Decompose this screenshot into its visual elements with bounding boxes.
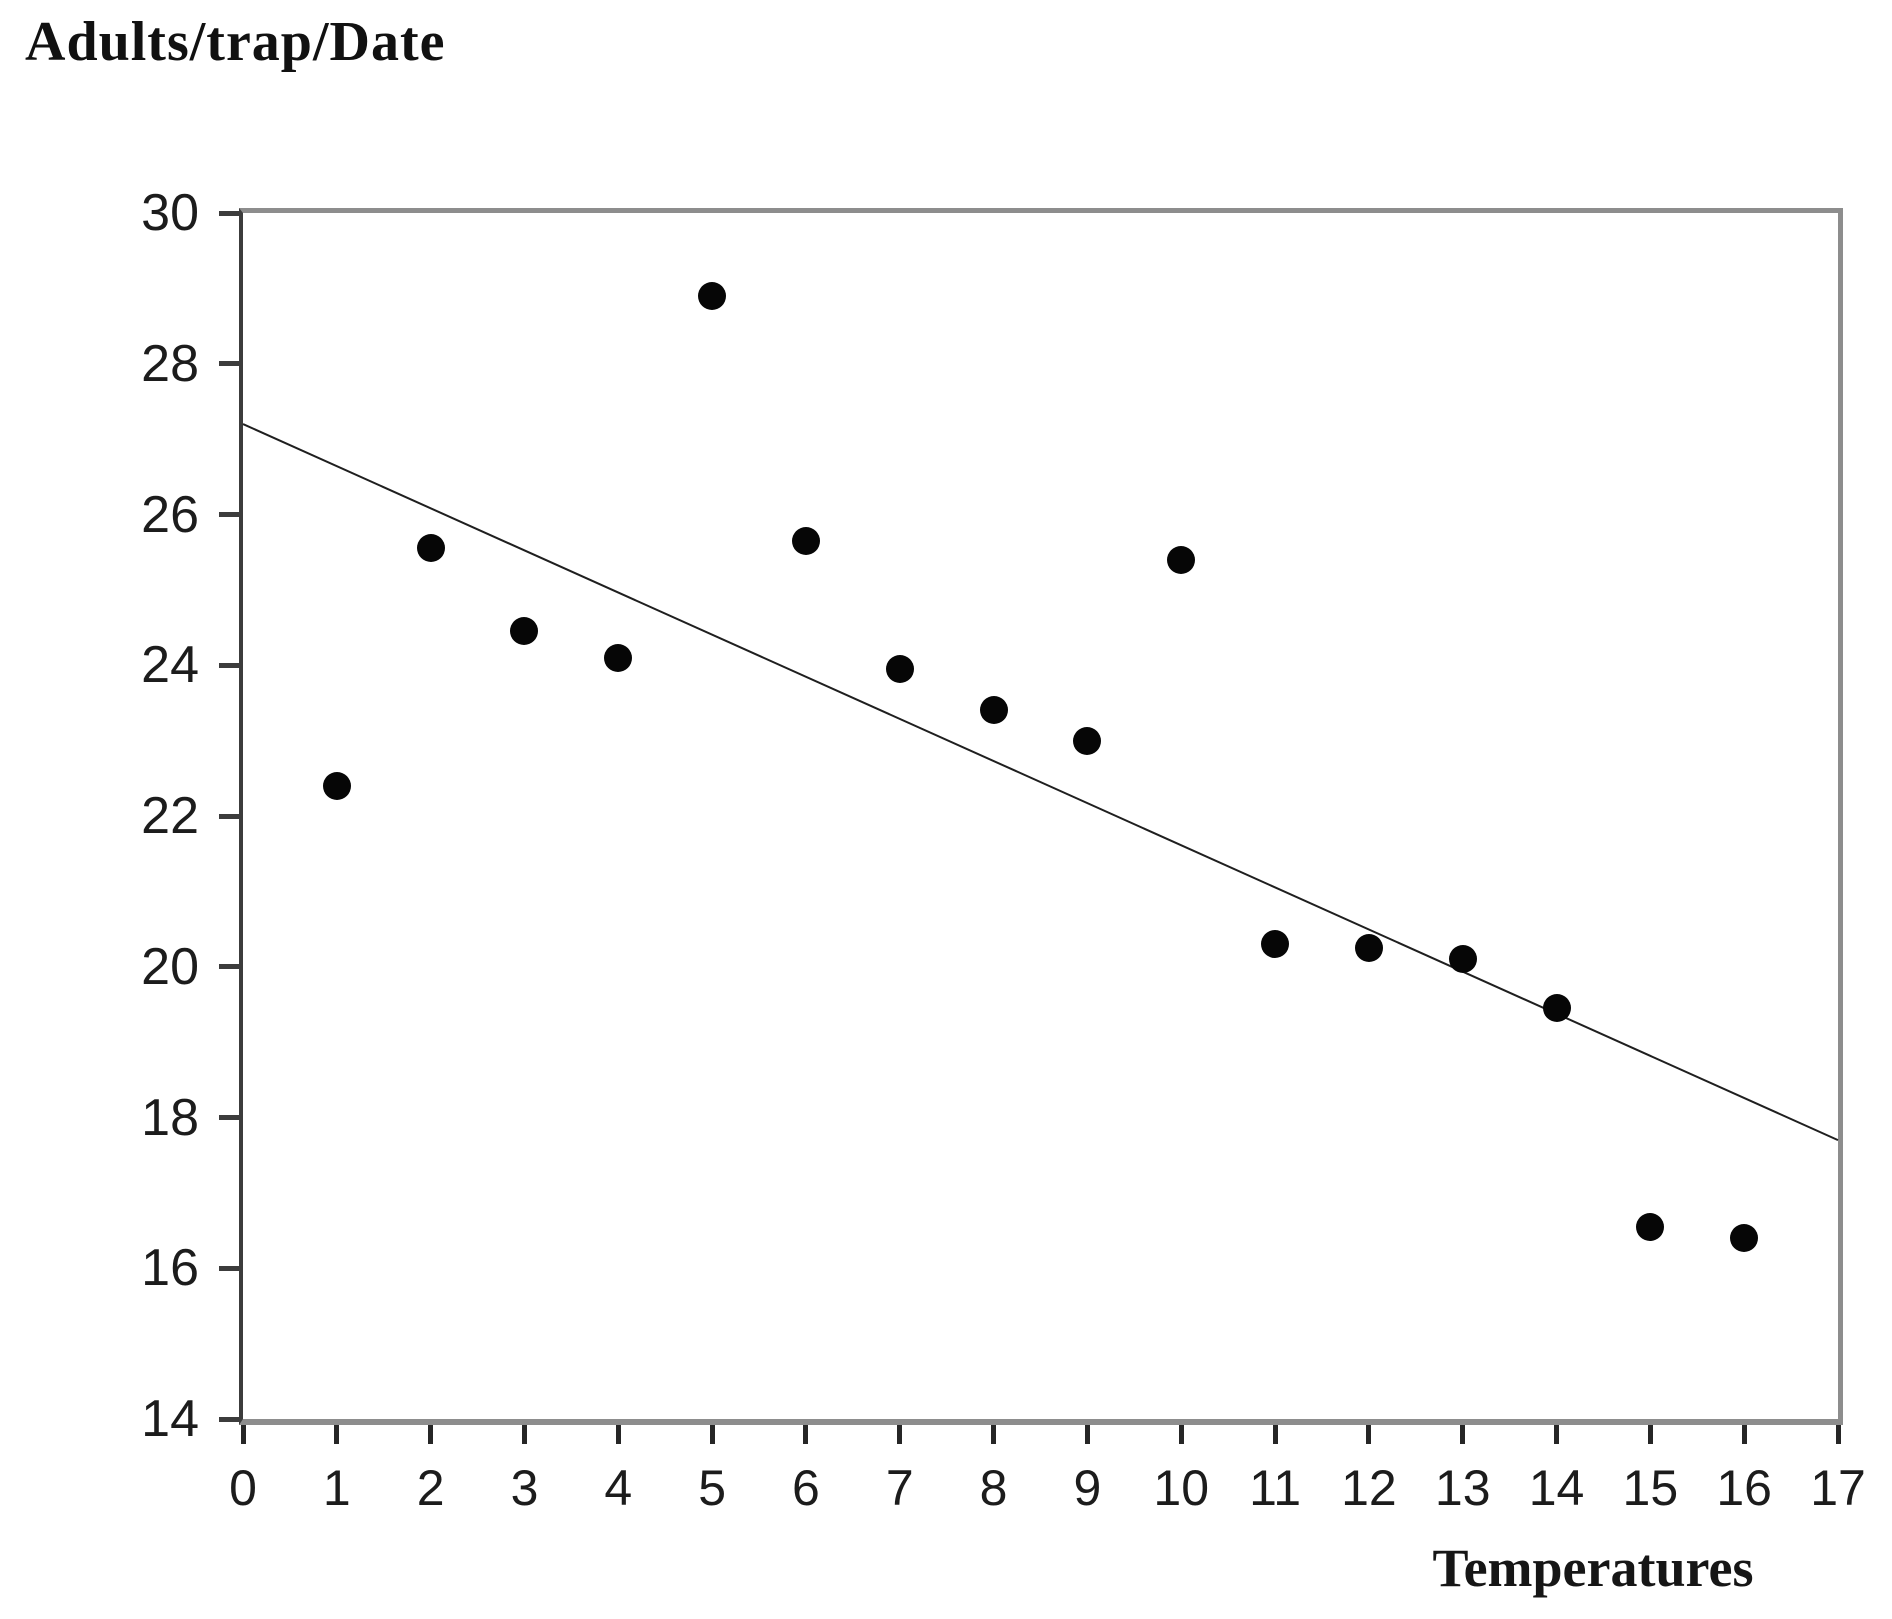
x-tick-label: 10 bbox=[1153, 1460, 1210, 1516]
x-axis-tick bbox=[428, 1425, 434, 1444]
x-tick-label: 11 bbox=[1249, 1460, 1301, 1516]
y-axis-tick bbox=[219, 1416, 239, 1422]
x-axis-tick bbox=[803, 1425, 809, 1444]
y-tick-label: 16 bbox=[141, 1239, 199, 1298]
x-tick-label: 7 bbox=[885, 1460, 914, 1516]
x-tick-label: 16 bbox=[1716, 1460, 1772, 1516]
y-axis-tick bbox=[219, 1115, 239, 1120]
x-axis-tick bbox=[1460, 1425, 1466, 1444]
x-tick-label: 12 bbox=[1341, 1460, 1397, 1516]
y-axis-tick bbox=[219, 1265, 239, 1271]
data-point bbox=[979, 696, 1008, 725]
x-axis-tick bbox=[709, 1425, 715, 1444]
y-axis-tick bbox=[219, 813, 239, 819]
x-tick-label: 6 bbox=[792, 1460, 820, 1516]
x-axis-tick bbox=[521, 1425, 527, 1444]
y-tick-label: 30 bbox=[141, 184, 199, 242]
x-axis-tick bbox=[991, 1425, 997, 1444]
data-point bbox=[322, 771, 351, 800]
y-tick-label: 18 bbox=[141, 1088, 199, 1147]
x-axis-tick bbox=[1741, 1425, 1747, 1444]
plot-area: 30 28 26 24 22 20 18 16 14 0 1 2 3 4 5 6 7 8 9 10 11 12 13 14 15… bbox=[141, 187, 1866, 1513]
x-axis-tick bbox=[1647, 1425, 1653, 1444]
data-point bbox=[791, 526, 820, 555]
data-point bbox=[1261, 930, 1290, 959]
y-axis-tick bbox=[219, 662, 239, 668]
x-axis-tick bbox=[1835, 1425, 1841, 1444]
y-axis-tick bbox=[219, 210, 239, 216]
x-tick-label: 5 bbox=[698, 1460, 727, 1516]
data-point bbox=[510, 617, 539, 646]
chart-title: Adults/trap/Date bbox=[25, 11, 446, 73]
x-tick-label: 13 bbox=[1434, 1460, 1491, 1516]
x-axis-tick bbox=[1366, 1425, 1372, 1444]
y-tick-label: 14 bbox=[141, 1390, 199, 1448]
x-tick-label: 9 bbox=[1073, 1460, 1102, 1516]
x-tick-label: 0 bbox=[229, 1460, 257, 1516]
data-point bbox=[1073, 726, 1102, 755]
trendline-layer bbox=[242, 423, 1839, 1142]
x-tick-label: 1 bbox=[322, 1460, 351, 1516]
y-tick-label: 24 bbox=[141, 636, 199, 695]
data-point bbox=[885, 655, 914, 684]
y-tick-label: 20 bbox=[141, 937, 199, 996]
x-tick-label: 14 bbox=[1528, 1460, 1585, 1516]
x-axis-tick bbox=[615, 1425, 621, 1444]
x-tick-label: 3 bbox=[510, 1460, 539, 1516]
data-point bbox=[604, 643, 633, 672]
trend-line bbox=[242, 423, 1839, 1142]
data-point bbox=[1167, 545, 1196, 574]
data-point bbox=[1636, 1212, 1665, 1241]
y-axis-tick bbox=[219, 361, 239, 367]
x-axis-tick bbox=[240, 1425, 246, 1444]
data-point bbox=[1354, 933, 1383, 962]
data-point bbox=[1542, 994, 1571, 1023]
x-axis-tick bbox=[1272, 1425, 1278, 1444]
y-axis-tick bbox=[219, 964, 239, 970]
data-point bbox=[1448, 945, 1477, 974]
x-tick-label: 15 bbox=[1622, 1460, 1679, 1516]
y-axis-tick bbox=[219, 512, 239, 517]
x-tick-label: 17 bbox=[1810, 1460, 1866, 1516]
x-axis-tick bbox=[1084, 1425, 1090, 1444]
data-point bbox=[416, 534, 445, 563]
y-tick-label: 26 bbox=[141, 485, 199, 544]
data-point bbox=[1730, 1224, 1759, 1253]
x-axis-tick bbox=[897, 1425, 903, 1444]
x-tick-label: 4 bbox=[604, 1460, 633, 1516]
y-tick-label: 28 bbox=[141, 334, 199, 393]
data-point bbox=[698, 281, 727, 310]
x-axis-tick bbox=[1554, 1425, 1560, 1444]
x-axis-tick bbox=[1178, 1425, 1184, 1444]
x-tick-label: 8 bbox=[979, 1460, 1008, 1516]
x-tick-label: 2 bbox=[416, 1460, 445, 1516]
y-tick-label: 22 bbox=[141, 787, 199, 845]
x-axis-title: Temperatures bbox=[1432, 1538, 1754, 1598]
x-axis-tick bbox=[334, 1425, 340, 1444]
